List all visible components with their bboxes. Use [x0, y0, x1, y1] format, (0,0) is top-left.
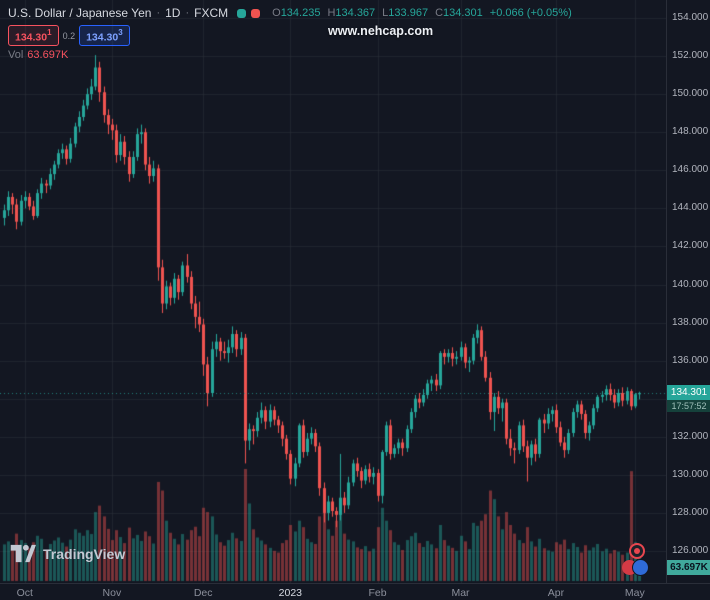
tradingview-logo-text: TradingView [43, 545, 126, 562]
price-tick-label: 136.000 [672, 354, 709, 366]
price-tick-label: 142.000 [672, 240, 709, 252]
volume-axis-badge: 63.697K [667, 560, 710, 575]
record-button[interactable] [629, 543, 645, 559]
watermark-url: www.nehcap.com [328, 24, 434, 38]
price-tick-label: 152.000 [672, 50, 709, 62]
candlestick-chart[interactable] [0, 0, 666, 583]
interval-label[interactable]: 1D [165, 6, 181, 20]
last-price-badge: 134.301 [667, 385, 710, 401]
time-axis-label: Feb [368, 587, 387, 599]
change-value: +0.066 (+0.05%) [489, 7, 572, 19]
record-dot-icon [634, 548, 640, 554]
spread-value: 0.2 [62, 30, 76, 41]
price-tick-label: 150.000 [672, 88, 709, 100]
tradingview-logo[interactable]: TradingView [10, 544, 125, 563]
ohlc-values: O 134.235 H 134.367 L 133.967 C 134.301 +0.0… [272, 7, 572, 19]
status-dot-red-icon [251, 8, 261, 18]
time-axis-label: Oct [16, 587, 33, 599]
volume-legend-value: 63.697K [27, 49, 69, 61]
price-tick-label: 148.000 [672, 126, 709, 138]
tradingview-logo-icon [10, 544, 36, 563]
price-tick-label: 146.000 [672, 164, 709, 176]
price-tick-label: 128.000 [672, 506, 709, 518]
overlay-cameras-button[interactable] [622, 559, 649, 576]
time-axis-label: Dec [193, 587, 213, 599]
chart-legend: U.S. Dollar / Japanese Yen · 1D · FXCM O… [8, 5, 572, 61]
buy-ask-button[interactable]: 134.303 [79, 24, 130, 47]
separator: · [185, 7, 190, 19]
bar-countdown: 17:57:52 [667, 400, 710, 413]
exchange-label[interactable]: FXCM [194, 6, 229, 20]
symbol-title[interactable]: U.S. Dollar / Japanese Yen [8, 6, 152, 20]
price-tick-label: 140.000 [672, 278, 709, 290]
price-axis[interactable]: 134.301 17:57:52 63.697K 154.000 152.000 1… [666, 0, 710, 583]
volume-legend: Vol 63.697K [8, 49, 69, 61]
price-tick-label: 126.000 [672, 545, 709, 556]
price-tick-label: 132.000 [672, 430, 709, 442]
price-tick-label: 138.000 [672, 316, 709, 328]
separator: · [156, 7, 161, 19]
price-tick-label: 144.000 [672, 202, 709, 214]
time-axis-label: May [624, 587, 645, 599]
time-axis-label: Mar [451, 587, 470, 599]
price-tick-label: 130.000 [672, 468, 709, 480]
time-axis-label: 2023 [278, 587, 303, 599]
price-tick-label: 154.000 [672, 12, 709, 23]
blue-camera-icon [632, 559, 649, 576]
time-axis-label: Apr [547, 587, 565, 599]
time-axis[interactable]: Oct Nov Dec 2023 Feb Mar Apr May [0, 583, 710, 600]
status-dot-green-icon [237, 8, 247, 18]
sell-bid-button[interactable]: 134.301 [8, 24, 59, 47]
time-axis-label: Nov [102, 587, 122, 599]
